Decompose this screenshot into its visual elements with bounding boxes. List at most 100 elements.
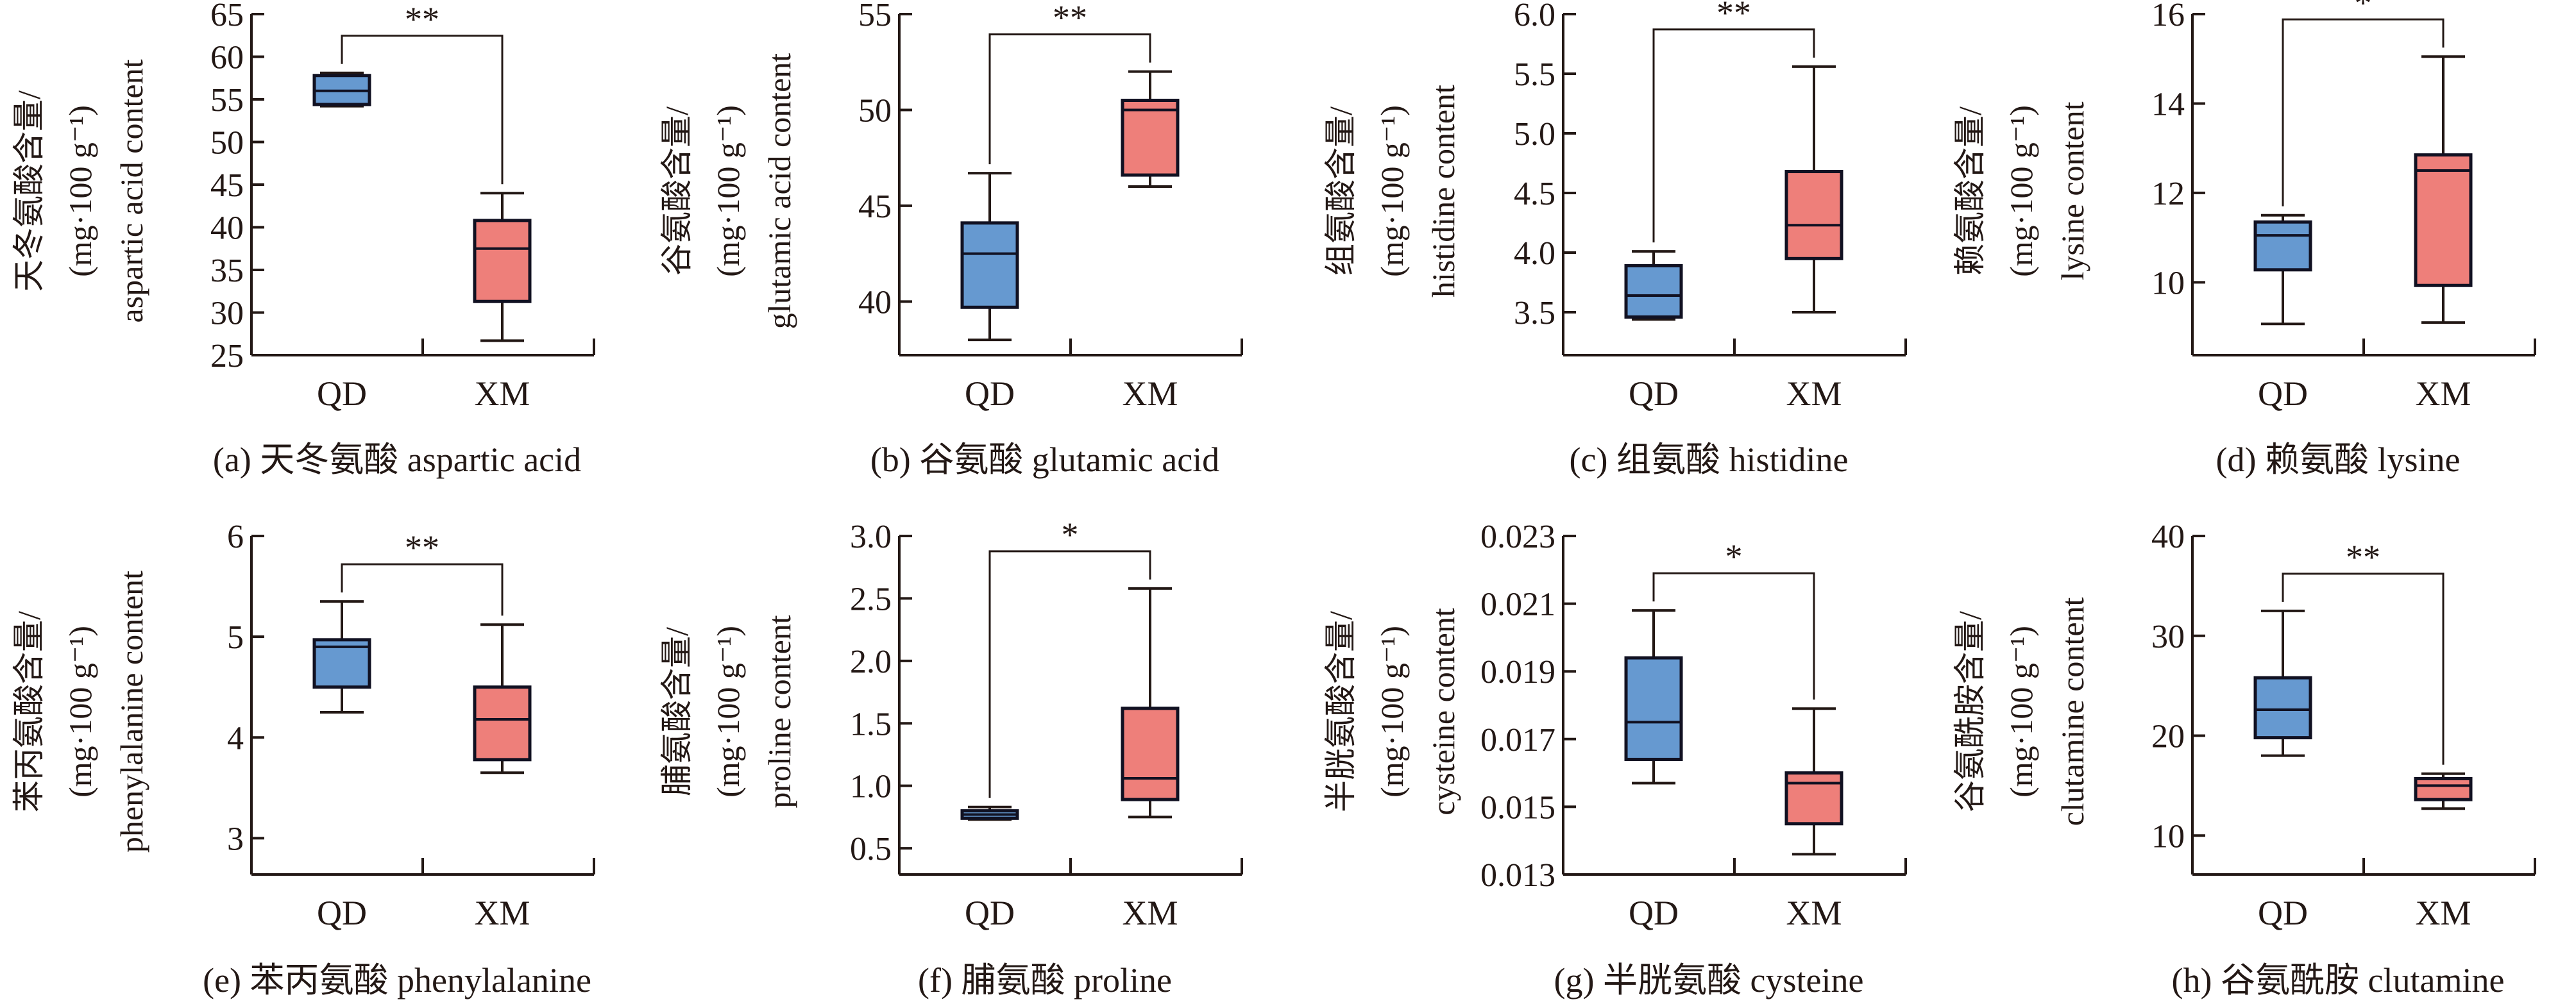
box-xm [2414, 772, 2473, 810]
y-tick-label: 5.0 [1514, 116, 1555, 153]
panel-c: 3.5 4.0 4.5 5.0 5.5 6.0 组氨酸含量/ (mg·100 g⁻¹) hist… [1323, 0, 1907, 479]
x-tick-label-qd: QD [965, 374, 1015, 413]
panel-caption: (c) 组氨酸 histidine [1570, 440, 1849, 479]
y-axis-label-line: aspartic acid content [114, 59, 149, 322]
x-tick-label-xm: XM [1122, 894, 1178, 932]
box-iqr [960, 221, 1019, 309]
significance-marker: ** [2346, 538, 2380, 576]
box-qd [312, 600, 371, 714]
box-xm [1784, 65, 1843, 314]
y-tick-label: 5 [227, 619, 244, 656]
box-iqr [1624, 264, 1683, 319]
y-axis-label-line: clutamine content [2055, 597, 2090, 826]
y-tick-label: 2.5 [850, 581, 892, 617]
panel-caption: (a) 天冬氨酸 aspartic acid [213, 440, 581, 479]
y-tick-label: 16 [2151, 0, 2185, 33]
box-qd [2253, 213, 2312, 326]
significance-marker: * [2355, 0, 2372, 22]
y-axis-label-line: 赖氨酸含量/ [1952, 106, 1988, 276]
x-tick-label-xm: XM [1786, 894, 1842, 932]
significance-marker: ** [405, 0, 439, 38]
panel-caption: (b) 谷氨酸 glutamic acid [870, 440, 1219, 479]
y-tick-label: 10 [2151, 265, 2185, 301]
y-tick-label: 12 [2151, 176, 2185, 212]
box-xm [473, 623, 532, 774]
y-tick-label: 50 [858, 92, 892, 129]
y-tick-label: 50 [210, 125, 244, 162]
y-axis-label-line: proline content [761, 615, 797, 808]
y-axis-label-line: 苯丙氨酸含量/ [11, 611, 47, 812]
box-xm [2414, 55, 2473, 324]
box-xm [1784, 707, 1843, 856]
significance-marker: ** [405, 528, 439, 567]
box-qd [960, 172, 1019, 342]
y-tick-label: 0.015 [1480, 789, 1555, 826]
y-axis-label-line: 组氨酸含量/ [1323, 106, 1359, 276]
y-tick-label: 6 [227, 519, 244, 555]
significance-marker: * [1062, 515, 1079, 554]
y-tick-label: 35 [210, 253, 244, 289]
y-tick-label: 30 [2151, 619, 2185, 655]
y-axis-label-line: (mg·100 g⁻¹) [2003, 626, 2039, 798]
box-iqr [1121, 707, 1180, 801]
y-tick-label: 0.013 [1480, 857, 1555, 894]
x-tick-label-xm: XM [1786, 374, 1842, 413]
box-iqr [473, 219, 532, 303]
y-tick-label: 25 [210, 338, 244, 374]
box-iqr [2414, 153, 2473, 287]
panel-caption: (h) 谷氨酰胺 clutamine [2172, 961, 2505, 1000]
y-axis-label-line: phenylalanine content [114, 571, 149, 853]
y-axis-label-line: 谷氨酰胺含量/ [1952, 611, 1988, 812]
y-tick-label: 55 [858, 0, 892, 33]
y-tick-label: 3.0 [850, 519, 892, 555]
y-tick-label: 5.5 [1514, 56, 1555, 93]
y-tick-label: 4.5 [1514, 176, 1555, 212]
box-qd [312, 71, 371, 108]
significance-marker: ** [1053, 0, 1087, 37]
y-axis-label-line: (mg·100 g⁻¹) [62, 626, 98, 798]
significance-bracket [2282, 573, 2445, 765]
x-tick-label-xm: XM [1122, 374, 1178, 413]
panel-caption: (d) 赖氨酸 lysine [2216, 440, 2461, 479]
y-tick-label: 55 [210, 82, 244, 119]
y-axis-label-line: lysine content [2055, 101, 2090, 280]
box-iqr [2253, 676, 2312, 740]
x-tick-label-qd: QD [965, 894, 1015, 932]
y-axis-label-line: (mg·100 g⁻¹) [1374, 105, 1410, 277]
panel-caption: (f) 脯氨酸 proline [918, 961, 1172, 1000]
significance-marker: * [1725, 537, 1743, 576]
y-tick-label: 3.5 [1514, 295, 1555, 331]
y-axis-label-line: (mg·100 g⁻¹) [62, 105, 98, 277]
x-tick-label-xm: XM [2415, 894, 2471, 932]
significance-bracket [2282, 18, 2445, 206]
panel-f: 0.5 1.0 1.5 2.0 2.5 3.0 脯氨酸含量/ (mg·100 g⁻¹) prol… [659, 515, 1243, 1000]
x-tick-label-qd: QD [2258, 374, 2308, 413]
panel-h: 10 20 30 40 谷氨酰胺含量/ (mg·100 g⁻¹) clutamine con… [1952, 519, 2536, 1000]
significance-bracket [988, 550, 1151, 798]
box-qd [1624, 609, 1683, 785]
y-tick-label: 30 [210, 296, 244, 332]
panel-d: 10 12 14 16 赖氨酸含量/ (mg·100 g⁻¹) lysine content… [1952, 0, 2536, 479]
box-iqr [1784, 771, 1843, 826]
y-tick-label: 65 [210, 0, 244, 33]
box-iqr [473, 685, 532, 762]
x-tick-label-xm: XM [2415, 374, 2471, 413]
y-tick-label: 0.021 [1480, 587, 1555, 623]
panel-a: 25 30 35 40 45 50 55 60 65 天冬氨酸含量/ (mg·100 g⁻¹) asp… [11, 0, 595, 479]
box-xm [473, 192, 532, 342]
box-qd [960, 805, 1019, 821]
panel-g: 0.013 0.015 0.017 0.019 0.021 0.023 半胱氨酸含量/ (mg… [1323, 519, 1907, 1000]
y-tick-label: 45 [210, 167, 244, 204]
significance-bracket [988, 33, 1151, 165]
y-tick-label: 6.0 [1514, 0, 1555, 33]
significance-bracket [341, 563, 504, 616]
box-qd [1624, 250, 1683, 321]
y-tick-label: 0.019 [1480, 654, 1555, 690]
y-tick-label: 0.017 [1480, 722, 1555, 758]
significance-bracket [1652, 572, 1815, 700]
y-tick-label: 2.0 [850, 644, 892, 680]
box-iqr [1784, 170, 1843, 260]
y-axis-label-line: 天冬氨酸含量/ [11, 90, 47, 292]
box-iqr [2414, 776, 2473, 801]
